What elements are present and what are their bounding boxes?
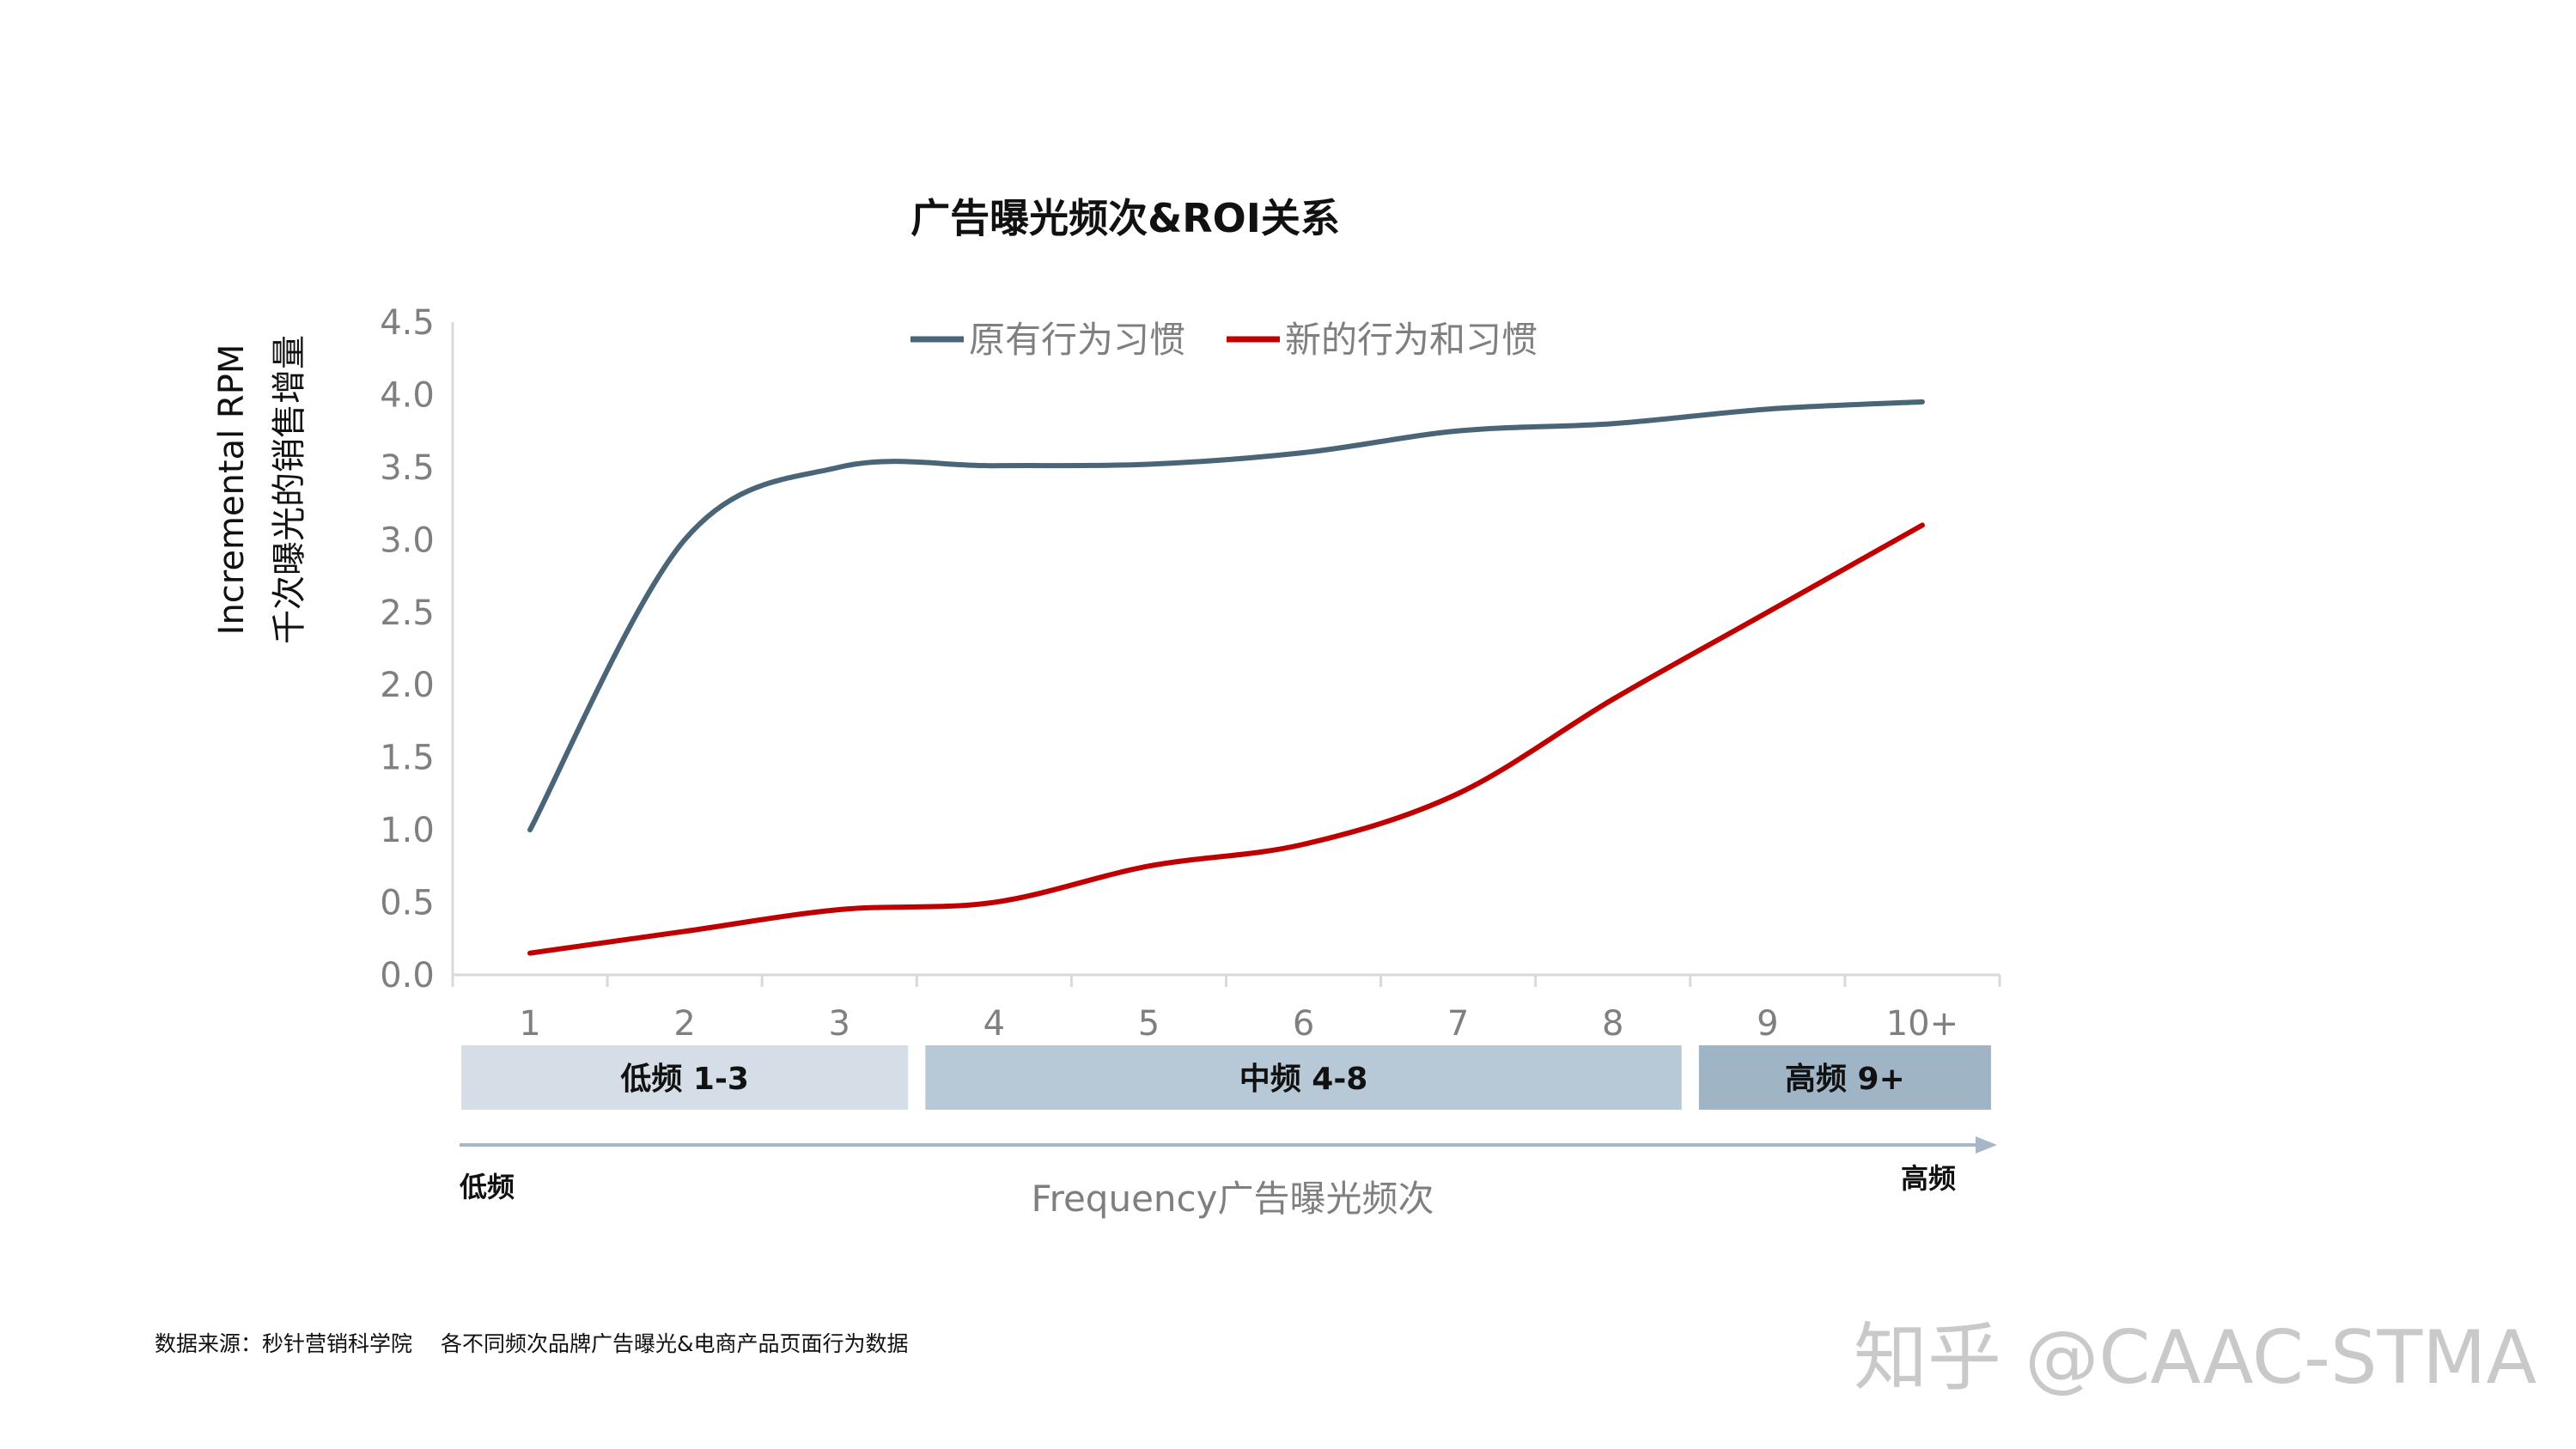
frequency-band-3 (1698, 1045, 1991, 1110)
y-tick-label: 1.0 (380, 811, 435, 850)
arrow-end-label: 高频 (1901, 1162, 1956, 1195)
x-tick-label: 8 (1602, 1004, 1623, 1044)
frequency-arrow-head (1976, 1136, 1997, 1154)
y-tick-label: 4.5 (380, 303, 435, 343)
series-line-1 (527, 399, 1925, 833)
y-axis-title-line2: 千次曝光的销售增量 (270, 335, 309, 644)
y-ticks: 0.0 0.5 1.0 1.5 2.0 2.5 3.0 3.5 4.0 4.5 (380, 303, 435, 995)
x-tick-label: 5 (1138, 1004, 1160, 1044)
frequency-band-1 (461, 1045, 909, 1110)
y-tick-label: 3.0 (380, 521, 435, 560)
y-tick-label: 0.5 (380, 884, 435, 923)
x-tick-labels: 1 2 3 4 5 6 7 8 9 10+ (519, 1004, 1958, 1044)
frequency-band-label-1: 低频 1-3 (620, 1062, 749, 1097)
arrow-start-label: 低频 (460, 1171, 515, 1203)
x-tick-label: 6 (1293, 1004, 1314, 1044)
y-tick-label: 3.5 (380, 448, 435, 488)
x-tick-label: 10+ (1886, 1004, 1958, 1044)
x-axis-title: Frequency广告曝光频次 (1032, 1178, 1434, 1220)
frequency-band-label-3: 高频 9+ (1785, 1062, 1905, 1097)
chart-title: 广告曝光频次&ROI关系 (910, 195, 1340, 241)
y-tick-label: 2.5 (380, 594, 435, 633)
x-axis (451, 973, 2001, 987)
x-tick-label: 3 (829, 1004, 850, 1044)
frequency-band-label-2: 中频 4-8 (1239, 1062, 1368, 1097)
x-tick-label: 2 (673, 1004, 695, 1044)
x-tick-label: 9 (1757, 1004, 1778, 1044)
x-tick-label: 1 (519, 1004, 540, 1044)
y-axis-title-line1: Incremental RPM (212, 344, 252, 636)
legend: 原有行为习惯 新的行为和习惯 (910, 319, 1538, 361)
y-tick-label: 0.0 (380, 956, 435, 995)
y-tick-label: 4.0 (380, 375, 435, 415)
source-note: 数据来源：秒针营销科学院 各不同频次品牌广告曝光&电商产品页面行为数据 (155, 1331, 908, 1356)
x-tick-label: 7 (1447, 1004, 1469, 1044)
legend-label-series-2: 新的行为和习惯 (1285, 319, 1538, 361)
series-line-2 (527, 522, 1925, 956)
y-tick-label: 1.5 (380, 739, 435, 778)
x-tick-label: 4 (984, 1004, 1005, 1044)
legend-label-series-1: 原有行为习惯 (969, 319, 1185, 361)
frequency-bands: 低频 1-3 中频 4-8 高频 9+ (461, 1045, 1991, 1110)
series-lines (527, 399, 1925, 956)
y-tick-label: 2.0 (380, 666, 435, 705)
frequency-band-2 (925, 1045, 1682, 1110)
watermark: 知乎 @CAAC-STMA (1854, 1315, 2536, 1401)
